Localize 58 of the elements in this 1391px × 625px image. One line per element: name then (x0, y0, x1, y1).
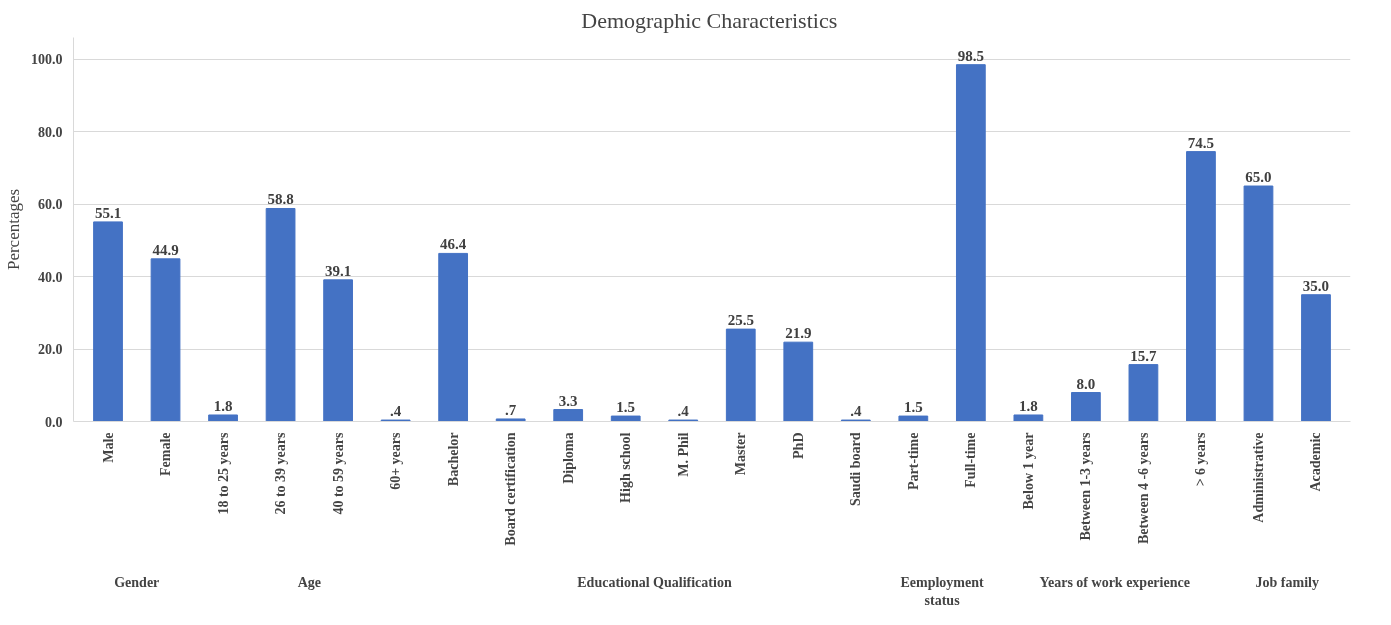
x-tick-label: 26 to 39 years (273, 431, 289, 515)
data-label: 98.5 (957, 47, 984, 64)
x-tick-label: 18 to 25 years (215, 431, 231, 515)
x-tick-label: Female (158, 432, 174, 477)
data-label: 35.0 (1302, 277, 1330, 294)
data-label: 8.0 (1076, 375, 1096, 392)
data-label: .4 (677, 403, 690, 420)
chart-title: Demographic Characteristics (581, 7, 838, 33)
x-tick-label: 40 to 59 years (330, 431, 346, 515)
text: Job family (1255, 574, 1319, 590)
x-tick-label: Between 1-3 years (1078, 431, 1094, 541)
x-tick-label: Diploma (560, 432, 576, 484)
x-tick-label: Administrative (1250, 432, 1266, 523)
y-tick-label: 60.0 (38, 197, 63, 213)
data-label: 39.1 (324, 262, 352, 279)
data-label: .4 (850, 403, 862, 420)
data-label: 1.5 (616, 399, 636, 416)
text: Age (297, 574, 322, 590)
y-axis-title: Percentages (4, 188, 23, 271)
data-label: 74.5 (1187, 134, 1215, 151)
data-label: 55.1 (94, 204, 122, 221)
x-tick-label: Bachelor (445, 432, 461, 487)
x-tick-label: Below 1 year (1020, 432, 1036, 510)
x-tick-label: Master (733, 432, 749, 476)
data-label: 21.9 (785, 325, 812, 342)
x-tick-label: Full-time (963, 432, 979, 488)
x-tick-label: M. Phil (675, 432, 691, 477)
x-tick-label: Part-time (905, 432, 921, 491)
data-label: 58.8 (267, 191, 294, 208)
y-tick-label: 0.0 (45, 414, 63, 430)
x-tick-label: Between 4 -6 years (1135, 431, 1151, 545)
x-tick-label: Male (100, 432, 116, 463)
text: Years of work experience (1039, 574, 1190, 590)
data-label: 1.5 (903, 399, 923, 416)
y-tick-label: 100.0 (31, 52, 63, 68)
data-label: 25.5 (727, 312, 754, 329)
data-label: 1.8 (1019, 397, 1038, 414)
data-label: 3.3 (558, 392, 578, 409)
data-label: 1.8 (213, 397, 233, 414)
y-tick-label: 80.0 (38, 124, 63, 140)
data-label: .4 (390, 403, 402, 420)
y-tick-label: 40.0 (38, 269, 63, 285)
x-tick-label: > 6 years (1193, 431, 1209, 487)
text: Gender (114, 574, 160, 590)
data-label: 44.9 (152, 241, 179, 258)
x-tick-label: Academic (1308, 432, 1324, 492)
data-label: 46.4 (440, 236, 467, 253)
data-label: 15.7 (1130, 347, 1158, 364)
text: Eemployment status (900, 574, 985, 608)
x-tick-label: 60+ years (388, 431, 404, 490)
y-tick-label: 20.0 (38, 342, 63, 358)
data-label: .7 (505, 401, 517, 418)
data-label: 65.0 (1245, 169, 1272, 186)
x-tick-label: PhD (790, 432, 806, 459)
x-tick-label: Board certification (503, 432, 519, 546)
text: Educational Qualification (577, 574, 732, 590)
x-tick-label: Saudi board (848, 432, 864, 507)
x-tick-label: High school (618, 432, 634, 503)
